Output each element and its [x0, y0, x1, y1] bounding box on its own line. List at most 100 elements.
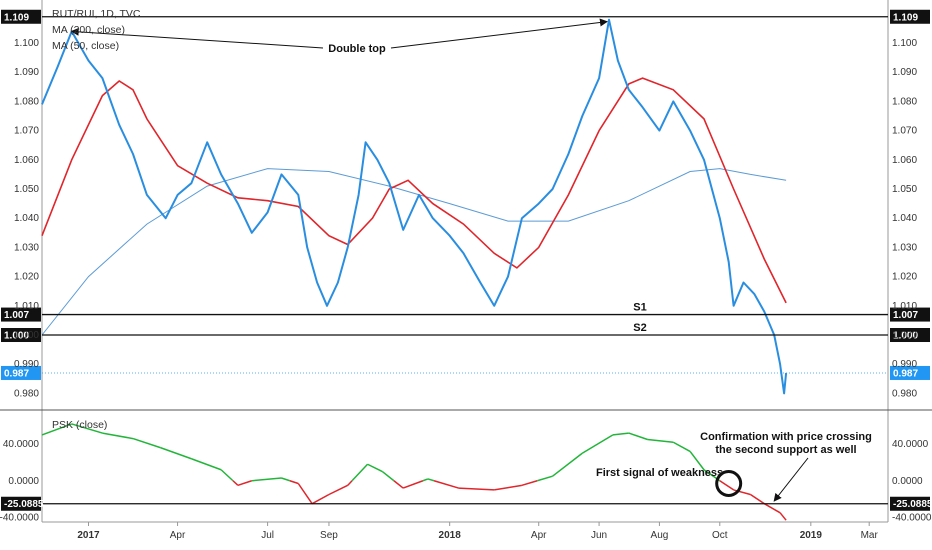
psk-segment-12 [311, 493, 330, 505]
double-top-arrow-left [70, 27, 324, 49]
y-tick-left-12: 0.980 [14, 388, 39, 399]
y-tick-left-3: 1.070 [14, 126, 39, 137]
y-tick-left-6: 1.040 [14, 213, 39, 224]
ind-y-tick-right-0: 40.0000 [892, 439, 929, 450]
weakness-circle [715, 470, 743, 497]
psk-segment-33 [763, 503, 781, 514]
level-tag-right-0: 1.007 [893, 310, 918, 321]
psk-segment-15 [367, 463, 383, 473]
current-tag-left: 0.987 [4, 368, 29, 379]
chart-title: RUT/RUI, 1D, TVC [52, 8, 141, 20]
y-tick-right-6: 1.040 [892, 213, 917, 224]
psk-segment-24 [612, 432, 629, 436]
x-tick-5: Apr [531, 530, 547, 541]
ind-y-tick-right-1: 0.0000 [892, 476, 923, 487]
y-tick-right-10: 1.000 [892, 330, 917, 341]
ind-y-tick-left-1: 0.0000 [8, 476, 39, 487]
psk-level-tag-left-bg [1, 496, 41, 511]
current-tag-right: 0.987 [893, 368, 918, 379]
psk-segment-22 [552, 452, 583, 477]
psk-segment-25 [628, 432, 648, 441]
x-tick-3: Sep [320, 530, 338, 541]
psk-segment-32 [750, 493, 765, 505]
level-tag-right-2: 1.109 [893, 12, 918, 23]
confirmation-label-line2: the second support as well [715, 444, 856, 456]
level-tag-right-0-bg [890, 307, 930, 322]
x-tick-0: 2017 [77, 530, 100, 541]
psk-segment-17b [422, 478, 429, 482]
psk-segment-34 [779, 512, 787, 521]
level-tag-right-1: 1.000 [893, 331, 918, 342]
y-tick-right-7: 1.030 [892, 242, 917, 253]
y-tick-right-5: 1.050 [892, 184, 917, 195]
psk-segment-21a [521, 480, 538, 487]
first-signal-label: First signal of weakness [596, 467, 723, 479]
y-tick-left-10: 1.000 [14, 330, 39, 341]
legend-ma200: MA (200, close) [52, 24, 125, 36]
y-tick-right-8: 1.020 [892, 272, 917, 283]
x-tick-2: Jul [261, 530, 274, 541]
y-tick-right-4: 1.060 [892, 155, 917, 166]
psk-level-tag-left: -25.0885 [4, 499, 44, 510]
psk-segment-20 [494, 484, 523, 491]
psk-segment-23 [581, 434, 614, 454]
price-line [41, 18, 788, 395]
double-top-label: Double top [328, 43, 386, 55]
psk-segment-10a [281, 477, 291, 482]
psk-segment-21b [537, 475, 553, 482]
y-tick-right-2: 1.080 [892, 96, 917, 107]
ind-y-tick-right-2: -40.0000 [892, 512, 932, 523]
y-tick-left-7: 1.030 [14, 242, 39, 253]
level-tag-left-2: 1.109 [4, 12, 29, 23]
psk-segment-14b [351, 463, 369, 482]
y-tick-right-9: 1.010 [892, 301, 917, 312]
y-tick-left-0: 1.100 [14, 38, 39, 49]
ma200-line [41, 168, 787, 336]
psk-segment-16a [381, 470, 395, 482]
y-tick-left-2: 1.080 [14, 96, 39, 107]
series-layer [41, 18, 788, 521]
psk-segment-5 [160, 447, 192, 460]
psk-segment-30 [719, 480, 735, 491]
y-tick-right-1: 1.090 [892, 67, 917, 78]
y-tick-right-12: 0.980 [892, 388, 917, 399]
ind-y-tick-left-2: -40.0000 [0, 512, 39, 523]
psk-segment-14a [347, 480, 353, 486]
psk-segment-11 [297, 483, 313, 505]
level-tag-right-2-bg [890, 9, 930, 24]
psk-segment-19 [458, 487, 495, 491]
x-tick-8: Oct [712, 530, 728, 541]
psk-segment-7a [220, 469, 234, 482]
y-tick-left-1: 1.090 [14, 67, 39, 78]
x-tick-1: Apr [170, 530, 186, 541]
level-label-s2: S2 [633, 322, 646, 334]
y-tick-right-3: 1.070 [892, 126, 917, 137]
ind-y-tick-left-0: 40.0000 [3, 439, 40, 450]
y-tick-right-0: 1.100 [892, 38, 917, 49]
level-tag-right-1-bg [890, 328, 930, 343]
legend-ma50: MA (50, close) [52, 40, 119, 52]
psk-segment-1 [41, 423, 72, 436]
psk-segment-9 [251, 477, 282, 482]
frame-layer [0, 0, 932, 523]
y-tick-left-8: 1.020 [14, 272, 39, 283]
confirmation-label-line1: Confirmation with price crossing [700, 431, 872, 443]
x-tick-9: 2019 [800, 530, 823, 541]
psk-segment-4 [132, 437, 161, 449]
double-top-arrow-right [390, 18, 608, 49]
psk-segment-18a [427, 478, 435, 482]
y-tick-left-4: 1.060 [14, 155, 39, 166]
legend-layer: RUT/RUI, 1D, TVC MA (200, close) MA (50,… [52, 8, 141, 431]
level-label-s1: S1 [633, 302, 646, 314]
psk-segment-27 [672, 441, 691, 453]
x-tick-6: Jun [591, 530, 607, 541]
psk-level-tag-right: -25.0885 [893, 499, 932, 510]
psk-level-tag-right-bg [890, 496, 930, 511]
psk-segment-2 [71, 423, 103, 434]
current-tag-left-bg [1, 365, 41, 380]
psk-segment-26 [647, 438, 674, 443]
psk-segment-3 [102, 432, 134, 440]
